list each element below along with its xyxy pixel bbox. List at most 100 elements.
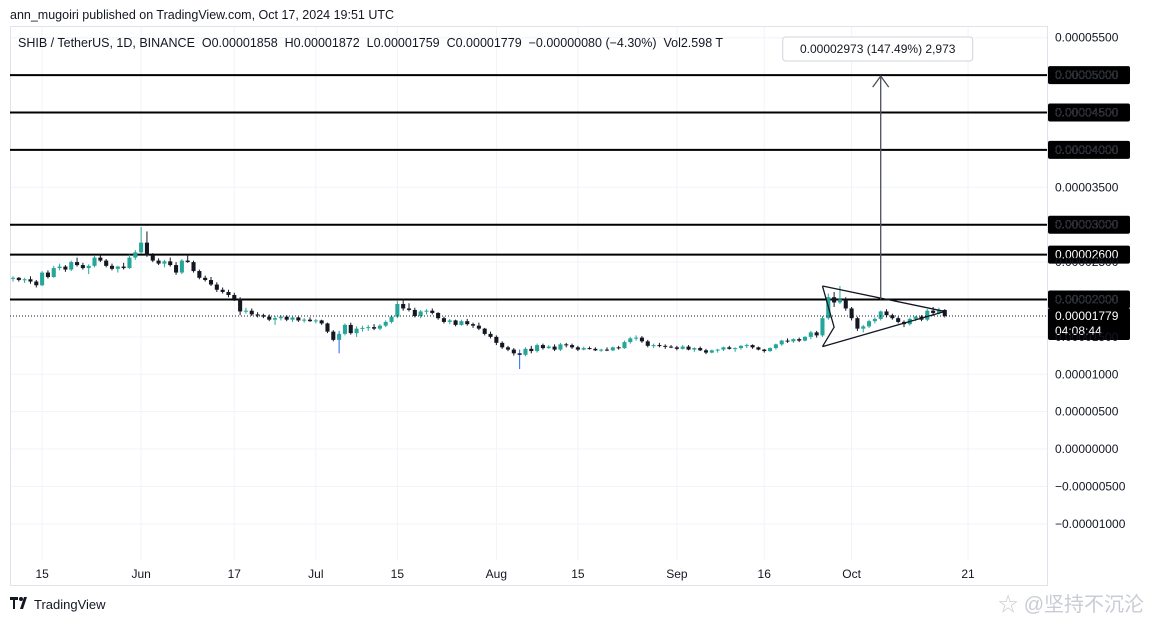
candle-body xyxy=(203,277,208,281)
candle-body xyxy=(319,320,324,324)
candle-body xyxy=(313,320,318,322)
candle-body xyxy=(174,265,179,273)
candle-body xyxy=(389,316,394,322)
candle-body xyxy=(453,320,458,325)
candle-body xyxy=(150,255,155,261)
symbol-name: SHIB / TetherUS, 1D, BINANCE xyxy=(18,36,195,50)
volume-value: 2.598 T xyxy=(680,36,724,50)
triangle-lower-line xyxy=(822,310,945,348)
level-tag-label: 0.00003000 xyxy=(1055,218,1119,232)
candle-body xyxy=(412,309,417,316)
x-tick-label: Sep xyxy=(666,567,688,581)
candle-body xyxy=(797,339,802,341)
candle-body xyxy=(162,261,167,264)
candle-body xyxy=(441,318,446,322)
symbol-legend[interactable]: SHIB / TetherUS, 1D, BINANCE O0.00001858… xyxy=(18,36,723,50)
candle-body xyxy=(307,319,313,322)
candle-body xyxy=(395,303,400,317)
volume-label: Vol xyxy=(663,36,681,50)
level-tag-label: 0.00002600 xyxy=(1055,248,1119,262)
candle-body xyxy=(768,348,773,352)
candle-body xyxy=(837,299,842,303)
candles xyxy=(10,226,947,370)
candle-body xyxy=(535,345,540,352)
candle-body xyxy=(628,338,633,343)
candle-body xyxy=(855,318,860,329)
candle-body xyxy=(651,345,656,347)
candle-body xyxy=(552,346,557,350)
y-tick-label: 0.00003000 xyxy=(1055,218,1119,232)
candle-body xyxy=(424,310,429,312)
candle-body xyxy=(546,346,551,349)
close-label: C xyxy=(446,36,456,50)
candle-body xyxy=(703,350,709,353)
tradingview-logo[interactable]: TradingView xyxy=(10,597,106,612)
candle-body xyxy=(890,315,895,319)
open-label: O xyxy=(201,36,212,50)
candle-body xyxy=(208,280,214,285)
candle-body xyxy=(721,347,726,350)
measure-label: 0.00002973 (147.49%) 2,973 xyxy=(800,42,956,56)
candle-body xyxy=(214,284,219,290)
candle-body xyxy=(744,345,749,347)
candle-body xyxy=(622,342,627,349)
candle-body xyxy=(896,318,901,322)
candle-body xyxy=(243,310,248,312)
candle-body xyxy=(616,347,621,349)
x-tick-label: Jul xyxy=(308,567,323,581)
candle-body xyxy=(28,279,33,282)
candle-body xyxy=(86,265,91,269)
current-price-value: 0.00001779 xyxy=(1055,309,1119,323)
candle-body xyxy=(669,346,674,348)
candle-body xyxy=(22,279,27,281)
candle-body xyxy=(878,311,883,319)
level-tag xyxy=(1048,290,1130,309)
candle-body xyxy=(773,344,778,349)
candle-body xyxy=(820,318,825,336)
y-tick-label: −0.00001000 xyxy=(1055,517,1126,531)
candle-body xyxy=(69,262,74,270)
candle-body xyxy=(383,321,388,326)
level-tag xyxy=(1048,140,1130,159)
x-tick-label: Aug xyxy=(486,567,507,581)
measure-label-box xyxy=(782,36,974,62)
candle-body xyxy=(692,348,697,350)
candle-body xyxy=(686,346,691,350)
open-value: 0.00001858 xyxy=(211,36,278,50)
close-value: 0.00001779 xyxy=(455,36,522,50)
candle-body xyxy=(505,347,511,350)
candle-body xyxy=(756,347,761,350)
x-tick-label: 17 xyxy=(228,567,242,581)
current-price-tag xyxy=(1048,308,1130,341)
candle-body xyxy=(750,345,755,348)
candle-body xyxy=(762,349,767,352)
x-tick-label: 15 xyxy=(571,567,585,581)
candle-body xyxy=(366,327,371,329)
candle-body xyxy=(802,336,808,341)
candle-body xyxy=(861,326,866,329)
tradingview-logo-icon xyxy=(10,597,30,612)
candle-body xyxy=(500,342,505,348)
candle-body xyxy=(529,348,534,352)
candle-body xyxy=(144,242,149,256)
high-label: H xyxy=(284,36,294,50)
y-tick-label: 0.00004000 xyxy=(1055,143,1119,157)
high-value: 0.00001872 xyxy=(293,36,360,50)
candle-body xyxy=(558,344,563,350)
candle-body xyxy=(372,327,377,329)
candle-body xyxy=(447,320,452,322)
candle-body xyxy=(232,294,237,299)
candle-body xyxy=(168,261,173,266)
y-tick-label: 0.00000000 xyxy=(1055,442,1119,456)
candle-body xyxy=(476,325,481,329)
candle-body xyxy=(127,257,132,269)
x-tick-label: 21 xyxy=(961,567,975,581)
candle-body xyxy=(634,337,639,339)
candle-body xyxy=(249,310,254,315)
candle-body xyxy=(604,349,610,351)
candle-body xyxy=(779,340,784,345)
candle-body xyxy=(80,265,85,269)
candle-body xyxy=(867,321,872,327)
triangle-upper-line xyxy=(822,285,945,313)
